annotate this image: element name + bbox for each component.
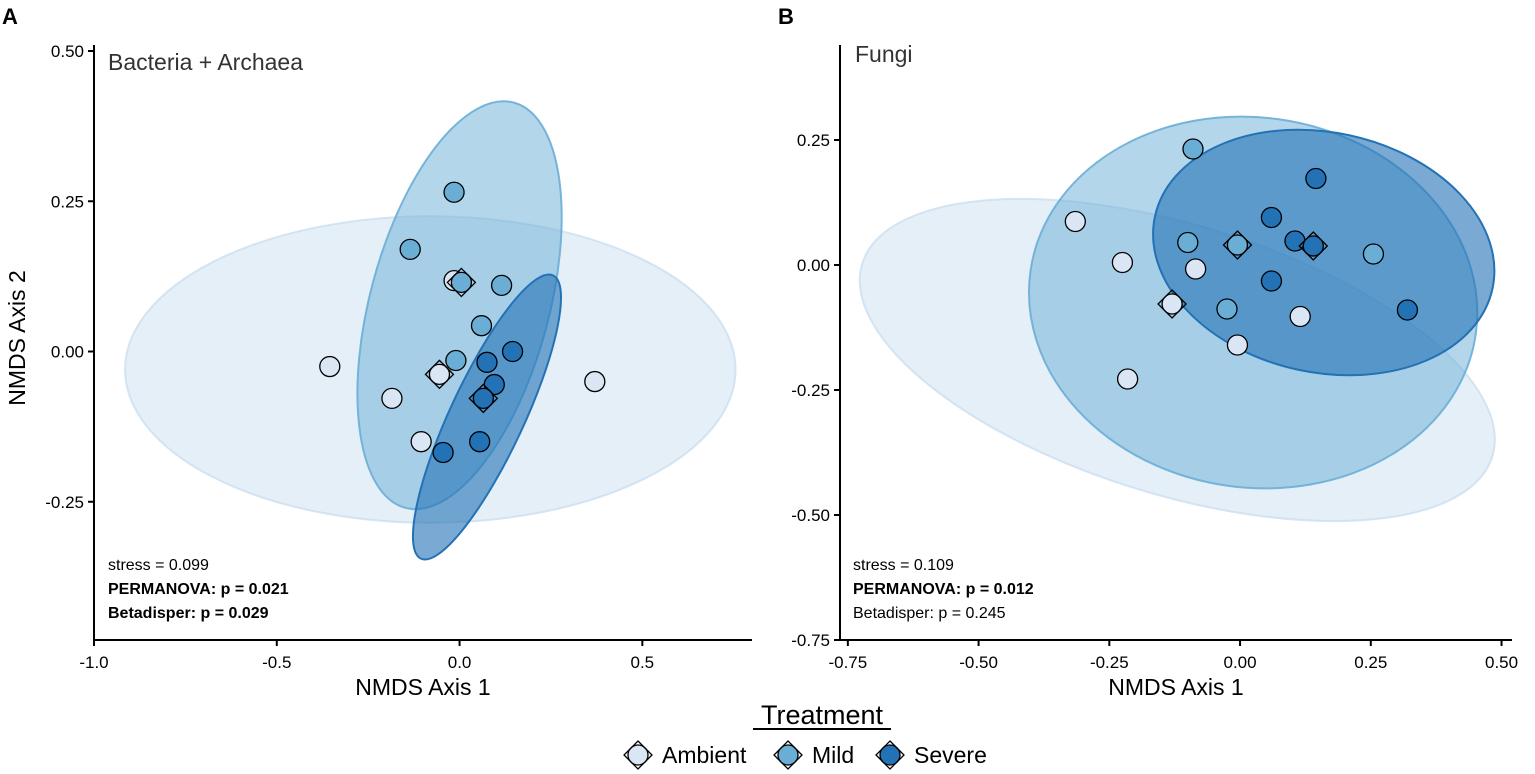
panel-a-centroid-severe-fill xyxy=(472,387,494,410)
panel-a-point-mild-1 xyxy=(443,181,465,203)
panel-a-point-mild-2 xyxy=(399,238,421,260)
panel-b-betadisper: Betadisper: p = 0.245 xyxy=(853,605,1006,622)
panel-a-stress: stress = 0.099 xyxy=(108,557,209,574)
legend-mild-label: Mild xyxy=(812,742,854,768)
panel-a-point-ambient-3 xyxy=(410,431,432,453)
panel-b: B Fungi -0.75 -0.50 -0.25 0.00 0.25 0.50-0.75… xyxy=(778,4,1518,700)
panel-b-point-ambient-2 xyxy=(1111,251,1134,274)
panel-b-ellipses xyxy=(858,115,1496,523)
panel-a-point-mild-4 xyxy=(470,315,493,337)
panel-a-y-tick-label: -0.25 xyxy=(45,493,84,512)
panel-b-label: B xyxy=(778,4,794,29)
panel-a-y-tick-label: 0.00 xyxy=(51,343,84,362)
panel-b-point-severe-1 xyxy=(1305,167,1327,190)
panel-b-permanova: PERMANOVA: p = 0.012 xyxy=(853,581,1034,598)
legend-severe-label: Severe xyxy=(914,742,987,768)
panel-a-x-tick-label: 0.0 xyxy=(448,653,472,672)
panel-a-permanova: PERMANOVA: p = 0.021 xyxy=(108,581,289,598)
legend-title: Treatment xyxy=(761,700,884,730)
legend-mild-diamond xyxy=(773,740,803,770)
panel-a-x-tick-label: -1.0 xyxy=(79,653,108,672)
panel-b-centroid-severe-diamond xyxy=(1298,231,1329,261)
panel-b-y-tick-label: 0.25 xyxy=(797,131,830,150)
panel-b-centroid-ambient-diamond xyxy=(1157,289,1187,319)
panel-a-centroid-mild-diamond xyxy=(446,267,477,298)
legend-ambient-circle xyxy=(627,744,649,766)
panel-a-x-tick-label: 0.5 xyxy=(631,653,655,672)
panel-a-centroid-ambient-fill xyxy=(428,363,451,386)
panel-a-x-tick-label: -0.5 xyxy=(262,653,291,672)
panel-a-point-severe-2 xyxy=(476,351,498,373)
panel-a: A Bacteria + Archaea -1.0 -0.5 0.0 0.5 -0.25… xyxy=(2,4,752,700)
panel-a-y-tick-label: 0.25 xyxy=(51,192,84,211)
panel-a-point-mild-5 xyxy=(445,349,467,372)
panel-b-title: Fungi xyxy=(855,41,913,67)
panel-a-title: Bacteria + Archaea xyxy=(108,49,303,75)
panel-b-y-tick-label: 0.00 xyxy=(797,256,830,275)
panel-b-point-mild-3 xyxy=(1216,298,1238,320)
panel-b-point-mild-1 xyxy=(1182,138,1204,160)
panel-a-betadisper: Betadisper: p = 0.029 xyxy=(108,605,269,622)
legend-item-severe: Severe xyxy=(875,740,987,770)
panel-b-centroid-mild-fill xyxy=(1226,234,1249,256)
panel-b-x-tick-label: 0.50 xyxy=(1485,653,1518,672)
panel-a-centroid-ambient-diamond xyxy=(424,359,455,390)
panel-a-y-axis-label: NMDS Axis 2 xyxy=(4,270,30,405)
panel-b-y-tick-label: -0.75 xyxy=(791,631,830,650)
panel-b-x-tick-label: 0.00 xyxy=(1224,653,1257,672)
panel-a-centroid-mild-fill xyxy=(450,271,473,294)
panel-b-point-ambient-3 xyxy=(1116,368,1139,390)
panel-b-centroid-mild-diamond xyxy=(1222,230,1253,260)
panel-a-points xyxy=(319,181,606,464)
panel-b-x-tick-label: -0.75 xyxy=(828,653,867,672)
legend-mild-circle xyxy=(777,744,799,766)
legend: Treatment Ambient Mild Severe xyxy=(623,700,987,770)
panel-a-point-severe-1 xyxy=(501,340,524,363)
panel-b-point-mild-4 xyxy=(1362,243,1385,265)
panel-b-y-tick-label: -0.25 xyxy=(791,381,830,400)
panel-a-point-severe-4 xyxy=(432,441,454,464)
panel-b-y-tick-label: -0.50 xyxy=(791,506,830,525)
panel-b-point-ambient-6 xyxy=(1289,305,1311,328)
legend-severe-diamond xyxy=(875,740,905,770)
panel-b-stress: stress = 0.109 xyxy=(853,557,954,574)
panel-a-ellipses xyxy=(124,100,737,561)
panel-b-x-tick-label: -0.25 xyxy=(1090,653,1129,672)
panel-a-point-ambient-5 xyxy=(584,370,606,393)
legend-ambient-label: Ambient xyxy=(662,742,747,768)
legend-severe-circle xyxy=(879,744,901,766)
panel-b-point-severe-4 xyxy=(1260,270,1283,292)
panel-a-ellipse-severe xyxy=(411,273,563,561)
panel-a-ticks: -1.0 -0.5 0.0 0.5 -0.25 0.00 0.25 0.50 xyxy=(45,42,654,672)
panel-b-x-axis-label: NMDS Axis 1 xyxy=(1108,674,1243,700)
panel-a-point-mild-3 xyxy=(490,274,513,297)
panel-b-point-ambient-4 xyxy=(1184,258,1207,280)
panel-a-point-ambient-2 xyxy=(381,387,403,410)
panel-a-label: A xyxy=(2,4,18,29)
panel-a-x-axis-label: NMDS Axis 1 xyxy=(355,674,490,700)
legend-ambient-diamond xyxy=(623,740,653,770)
panel-b-point-severe-5 xyxy=(1396,299,1419,321)
panel-b-x-tick-label: -0.50 xyxy=(959,653,998,672)
panel-b-point-ambient-5 xyxy=(1226,334,1249,356)
panel-b-point-severe-2 xyxy=(1260,206,1283,229)
legend-item-ambient: Ambient xyxy=(623,740,747,770)
panel-a-point-ambient-1 xyxy=(319,355,341,378)
panel-b-centroid-severe-fill xyxy=(1302,235,1324,257)
panel-b-centroid-ambient-fill xyxy=(1161,293,1183,315)
panel-b-point-ambient-1 xyxy=(1064,210,1086,233)
panel-a-point-severe-5 xyxy=(469,431,491,453)
panel-a-centroid-severe-diamond xyxy=(468,383,499,414)
panel-b-ticks: -0.75 -0.50 -0.25 0.00 0.25 0.50 -0.75 -0.50 -0.… xyxy=(791,131,1518,672)
panel-b-point-mild-2 xyxy=(1177,231,1199,254)
legend-item-mild: Mild xyxy=(773,740,854,770)
panel-b-points xyxy=(1064,138,1419,390)
panel-a-y-tick-label: 0.50 xyxy=(51,42,84,61)
panel-b-x-tick-label: 0.25 xyxy=(1354,653,1387,672)
